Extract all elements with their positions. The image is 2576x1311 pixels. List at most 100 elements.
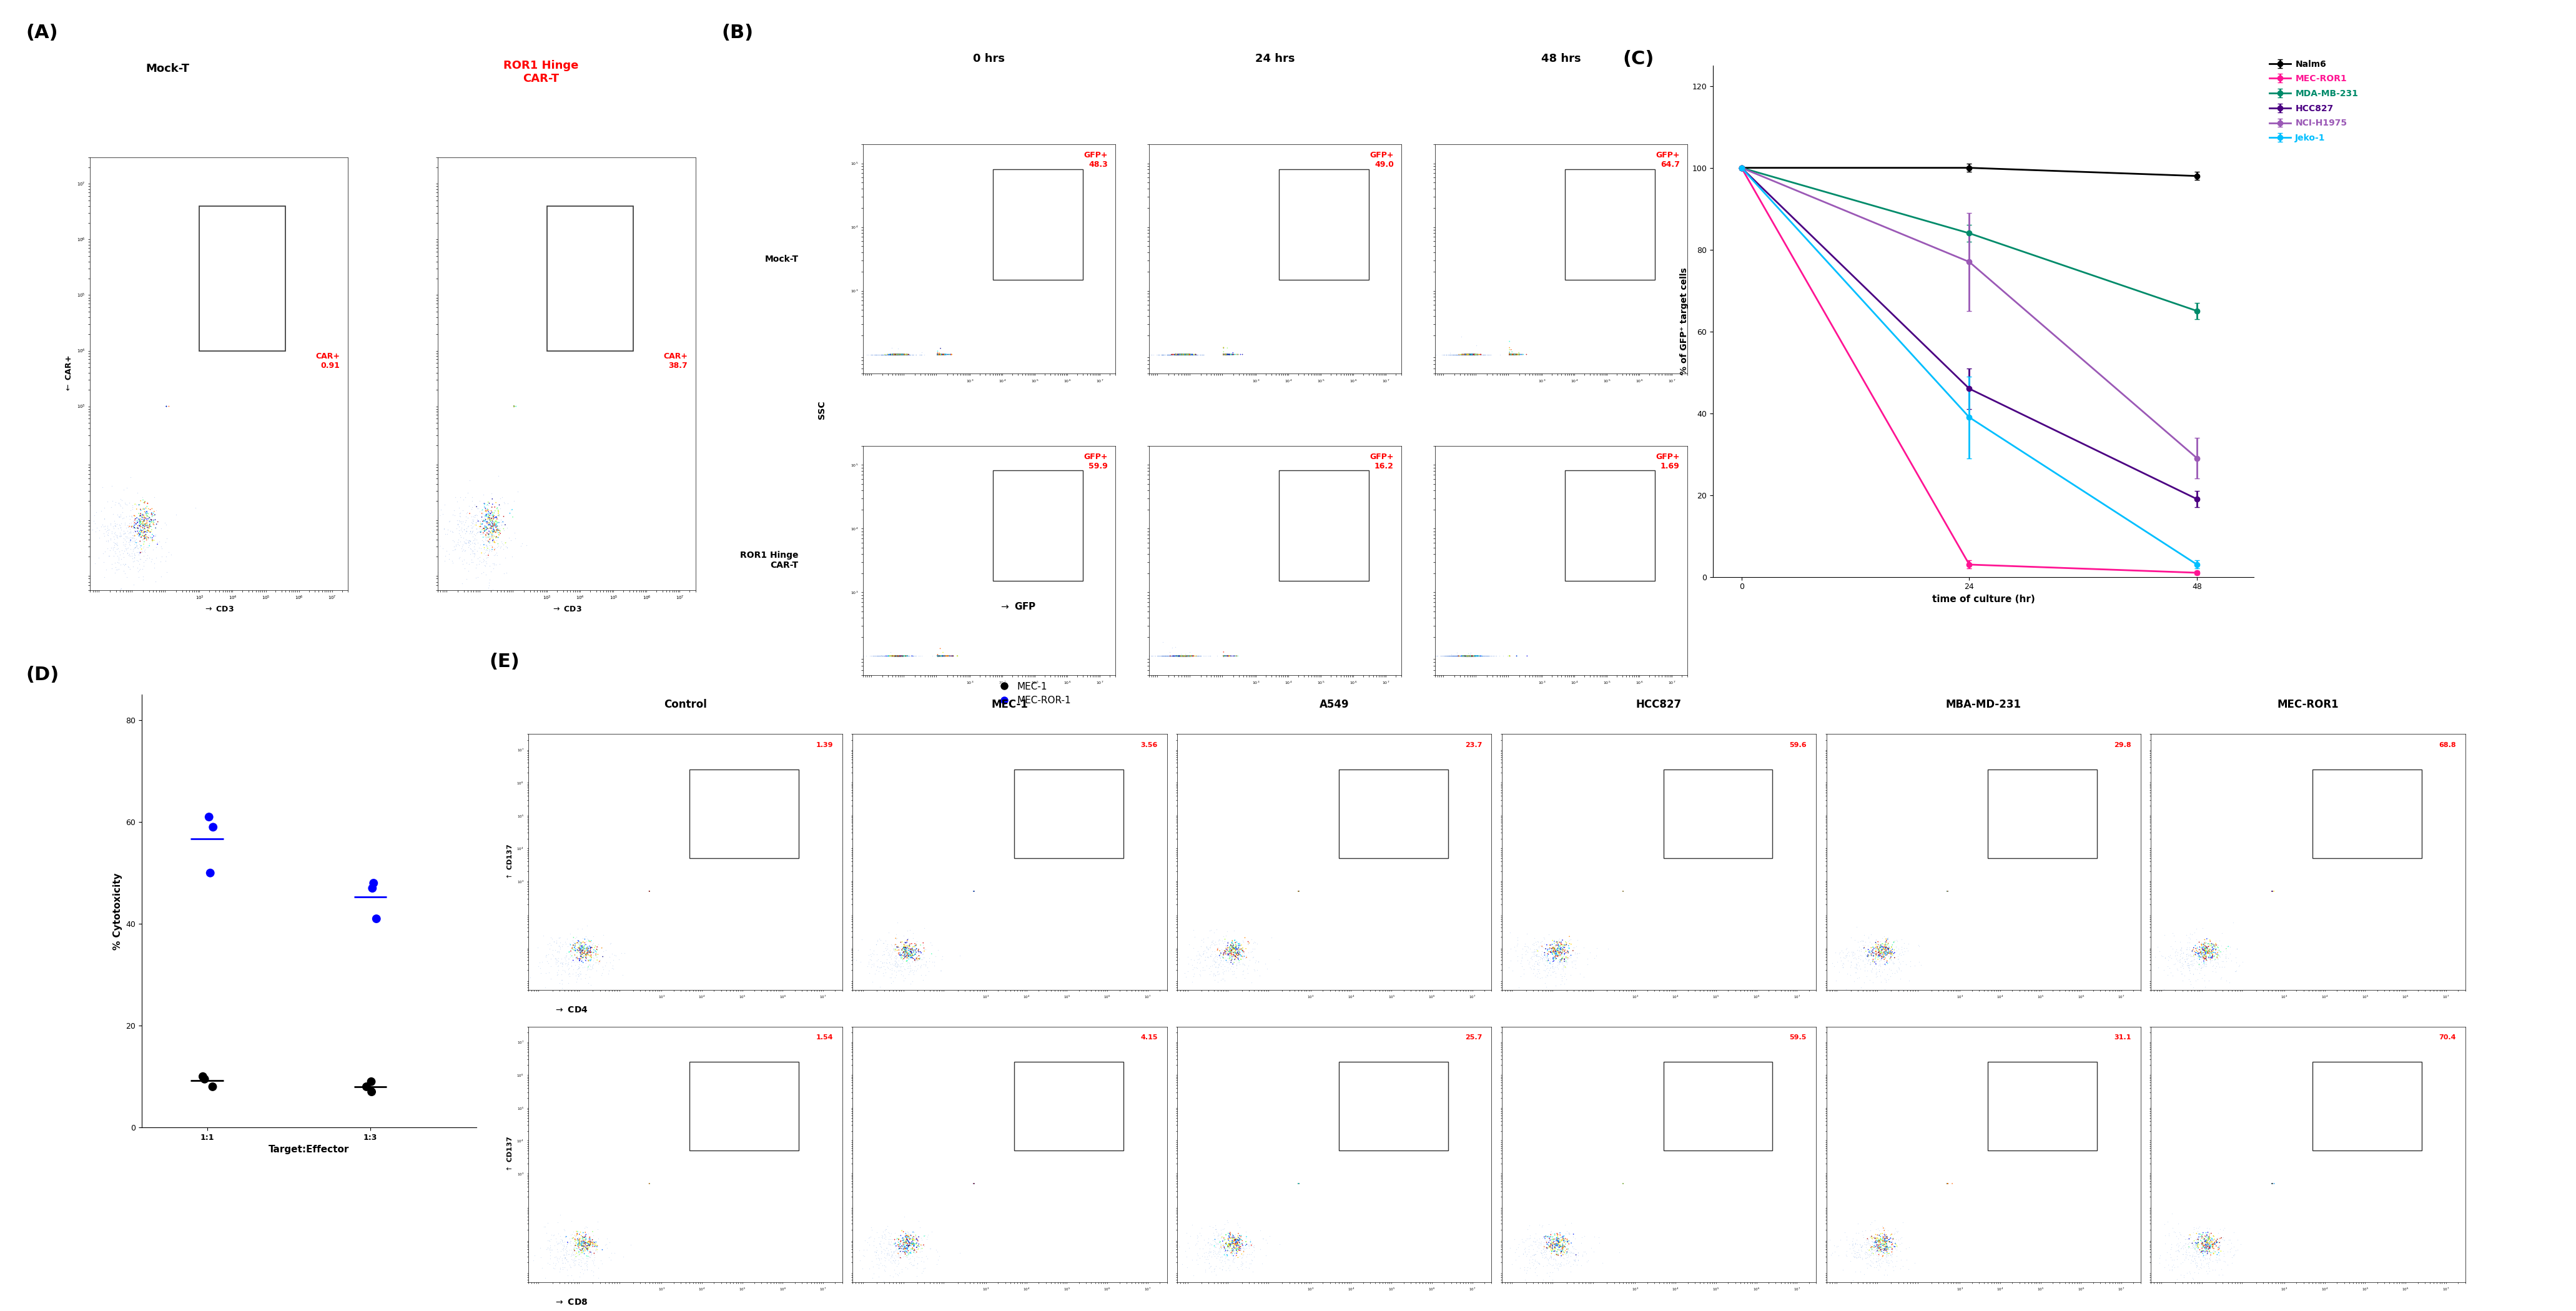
Point: [904, 1235, 945, 1256]
Point: [118, 517, 160, 538]
Point: [1450, 645, 1492, 666]
Point: [1167, 343, 1208, 364]
Point: [1146, 645, 1188, 666]
Point: [1435, 343, 1476, 364]
Point: [1533, 1248, 1574, 1269]
Point: [1602, 1173, 1643, 1194]
Point: [448, 530, 489, 551]
Point: [878, 645, 920, 666]
Point: [1927, 881, 1968, 902]
Point: [559, 940, 600, 961]
Point: [1602, 881, 1643, 902]
Point: [886, 343, 927, 364]
Point: [1162, 645, 1203, 666]
Point: [1203, 343, 1244, 364]
Point: [1188, 1247, 1229, 1268]
Point: [1162, 343, 1203, 364]
Point: [1164, 645, 1206, 666]
Point: [850, 343, 891, 364]
Point: [1450, 645, 1492, 666]
Point: [453, 532, 495, 553]
Point: [1522, 1247, 1564, 1268]
Point: [1540, 937, 1582, 958]
Point: [1450, 645, 1492, 666]
Point: [2187, 947, 2228, 968]
Point: [840, 1240, 881, 1261]
Point: [2251, 881, 2293, 902]
Point: [1455, 645, 1497, 666]
Point: [884, 645, 925, 666]
Point: [881, 343, 922, 364]
Point: [2179, 1223, 2221, 1244]
Point: [1203, 343, 1244, 364]
Point: [1834, 957, 1875, 978]
Point: [1435, 645, 1476, 666]
Point: [113, 538, 155, 558]
Point: [1602, 1173, 1643, 1194]
Point: [564, 1222, 605, 1243]
Point: [2179, 943, 2221, 964]
Point: [1543, 973, 1584, 994]
Point: [1865, 954, 1906, 975]
Point: [2172, 1236, 2213, 1257]
Point: [953, 1173, 994, 1194]
Point: [1213, 937, 1255, 958]
Point: [2169, 970, 2210, 991]
Point: [1453, 645, 1494, 666]
Point: [902, 1235, 943, 1256]
Point: [587, 1247, 629, 1268]
Point: [1507, 937, 1548, 958]
Point: [881, 1219, 922, 1240]
Point: [1461, 645, 1502, 666]
Point: [569, 941, 611, 962]
Point: [1157, 645, 1198, 666]
Point: [2192, 1232, 2233, 1253]
Point: [118, 548, 160, 569]
Point: [1203, 343, 1244, 364]
Point: [1502, 343, 1543, 364]
Point: [1175, 343, 1216, 364]
Point: [2166, 944, 2208, 965]
Point: [1195, 931, 1236, 952]
Point: [116, 520, 157, 541]
Point: [878, 645, 920, 666]
Point: [554, 927, 595, 948]
Point: [531, 956, 572, 977]
Point: [1834, 929, 1875, 950]
Point: [556, 971, 598, 992]
Point: [1167, 645, 1208, 666]
Point: [528, 933, 569, 954]
Point: [1203, 1234, 1244, 1255]
Point: [917, 343, 958, 364]
Point: [1543, 1234, 1584, 1255]
Point: [1206, 343, 1247, 364]
Point: [917, 343, 958, 364]
Point: [1221, 937, 1262, 958]
Point: [2251, 1173, 2293, 1194]
Point: [873, 343, 914, 364]
Point: [1450, 343, 1492, 364]
Point: [541, 1259, 582, 1280]
Point: [889, 1231, 930, 1252]
Point: [1602, 1173, 1643, 1194]
Point: [848, 956, 889, 977]
Point: [546, 1252, 587, 1273]
Point: [1170, 343, 1211, 364]
Point: [554, 1222, 595, 1243]
Point: [878, 343, 920, 364]
Point: [549, 1224, 590, 1245]
Point: [1203, 343, 1244, 364]
Point: [1211, 956, 1252, 977]
Point: [1525, 943, 1566, 964]
Point: [572, 953, 613, 974]
Point: [124, 527, 165, 548]
Point: [562, 936, 603, 957]
Point: [1208, 953, 1249, 974]
Point: [155, 505, 196, 526]
Point: [1870, 1239, 1911, 1260]
Point: [559, 961, 600, 982]
Point: [933, 645, 974, 666]
Point: [1278, 881, 1319, 902]
Point: [1497, 927, 1538, 948]
Point: [1278, 881, 1319, 902]
